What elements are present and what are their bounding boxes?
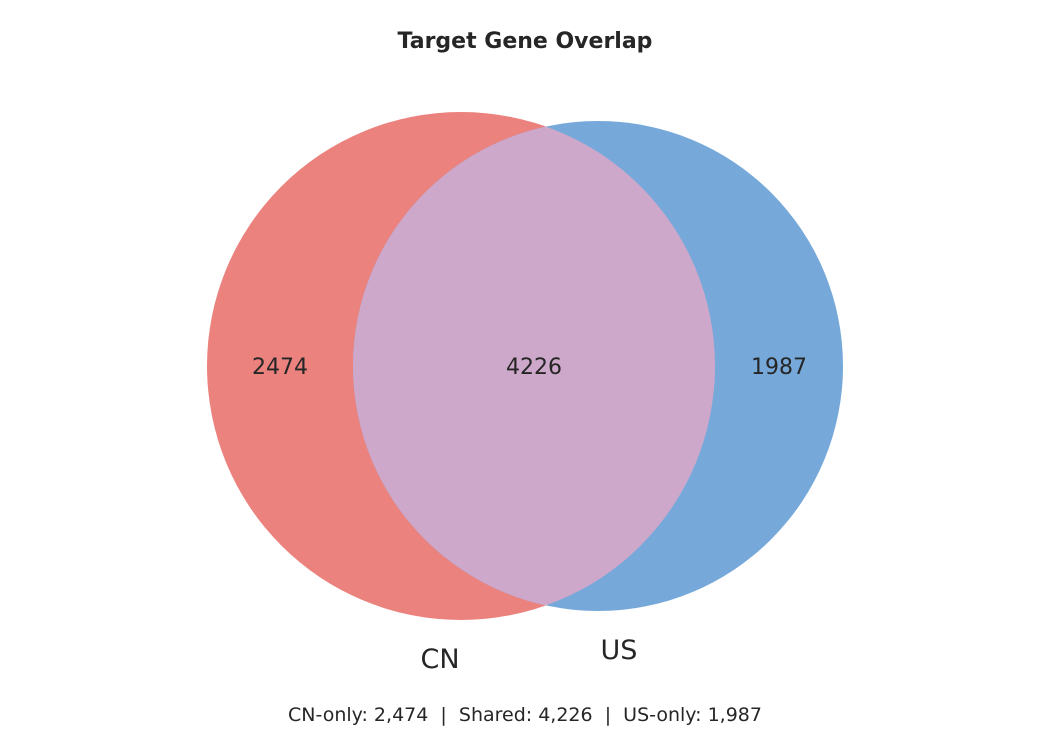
us-only-label: 1987 — [751, 355, 807, 380]
set-label-us: US — [601, 635, 638, 666]
shared-label: 4226 — [506, 355, 562, 380]
venn-intersection — [353, 121, 715, 611]
chart-title: Target Gene Overlap — [398, 29, 653, 54]
summary-footer: CN-only: 2,474 | Shared: 4,226 | US-only… — [288, 704, 762, 726]
cn-only-label: 2474 — [252, 355, 308, 380]
set-label-cn: CN — [420, 644, 459, 675]
